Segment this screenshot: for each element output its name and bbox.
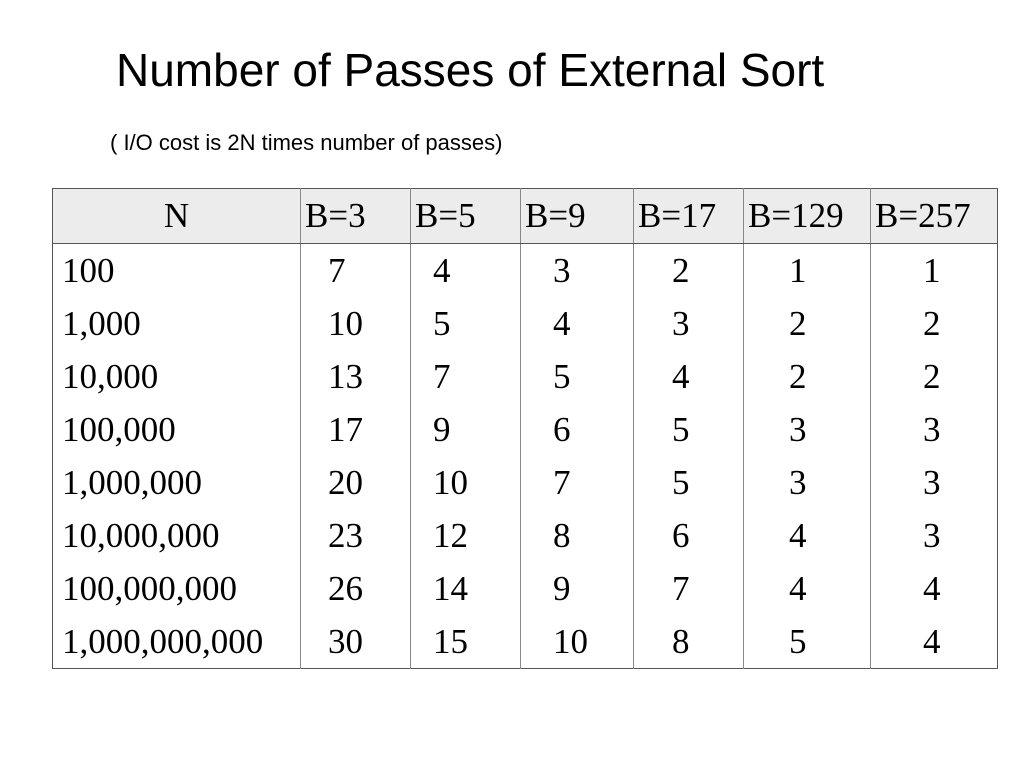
cell-n: 100,000,000 bbox=[52, 562, 301, 615]
cell-n: 1,000 bbox=[52, 297, 301, 350]
table-row: 1,000,000 20 10 7 5 3 3 bbox=[52, 456, 998, 509]
cell-b5: 5 bbox=[410, 297, 521, 350]
table-row: 100 7 4 3 2 1 1 bbox=[52, 243, 998, 297]
cell-b257: 2 bbox=[923, 357, 941, 396]
cell-b3: 30 bbox=[300, 615, 411, 669]
cell-b5: 7 bbox=[410, 350, 521, 403]
cell-b257: 4 bbox=[923, 622, 941, 661]
cell-b5: 12 bbox=[410, 509, 521, 562]
table-header: N B=3 B=5 B=9 B=17 B=129 B=257 bbox=[52, 188, 998, 244]
cell-n: 10,000,000 bbox=[52, 509, 301, 562]
table-row: 100,000 17 9 6 5 3 3 bbox=[52, 403, 998, 456]
slide-subtitle: ( I/O cost is 2N times number of passes) bbox=[110, 130, 503, 155]
cell-b129: 3 bbox=[743, 456, 871, 509]
cell-b257: 3 bbox=[923, 410, 941, 449]
table-row: 10,000 13 7 5 4 2 2 bbox=[52, 350, 998, 403]
cell-n: 100,000 bbox=[52, 403, 301, 456]
cell-n: 10,000 bbox=[52, 350, 301, 403]
cell-b9: 4 bbox=[520, 297, 634, 350]
cell-b17: 6 bbox=[633, 509, 744, 562]
cell-b3: 7 bbox=[300, 243, 411, 297]
cell-b257: 3 bbox=[923, 516, 941, 555]
slide-title: Number of Passes of External Sort bbox=[116, 44, 825, 96]
cell-b9: 10 bbox=[520, 615, 634, 669]
cell-b5: 15 bbox=[410, 615, 521, 669]
cell-b9: 5 bbox=[520, 350, 634, 403]
cell-b17: 8 bbox=[633, 615, 744, 669]
table-row: 10,000,000 23 12 8 6 4 3 bbox=[52, 509, 998, 562]
cell-b257: 2 bbox=[923, 304, 941, 343]
cell-b129: 3 bbox=[743, 403, 871, 456]
cell-b257: 1 bbox=[923, 251, 941, 290]
header-b5: B=5 bbox=[410, 188, 521, 244]
cell-b5: 14 bbox=[410, 562, 521, 615]
header-b257: B=257 bbox=[870, 188, 998, 244]
cell-b129: 5 bbox=[743, 615, 871, 669]
cell-b5: 9 bbox=[410, 403, 521, 456]
cell-n: 1,000,000,000 bbox=[52, 615, 301, 669]
header-b129: B=129 bbox=[743, 188, 871, 244]
cell-b3: 20 bbox=[300, 456, 411, 509]
cell-b3: 26 bbox=[300, 562, 411, 615]
cell-b17: 4 bbox=[633, 350, 744, 403]
cell-b5: 10 bbox=[410, 456, 521, 509]
table-row: 1,000,000,000 30 15 10 8 5 4 bbox=[52, 615, 998, 669]
cell-b17: 7 bbox=[633, 562, 744, 615]
cell-b3: 13 bbox=[300, 350, 411, 403]
cell-b257: 4 bbox=[923, 569, 941, 608]
passes-table: N B=3 B=5 B=9 B=17 B=129 B=257 100 7 4 3… bbox=[52, 188, 998, 669]
cell-b3: 17 bbox=[300, 403, 411, 456]
cell-b9: 7 bbox=[520, 456, 634, 509]
header-b17: B=17 bbox=[633, 188, 744, 244]
header-row: N B=3 B=5 B=9 B=17 B=129 B=257 bbox=[52, 188, 998, 244]
cell-b9: 6 bbox=[520, 403, 634, 456]
cell-b17: 5 bbox=[633, 403, 744, 456]
cell-b129: 2 bbox=[743, 297, 871, 350]
cell-b9: 3 bbox=[520, 243, 634, 297]
cell-b9: 8 bbox=[520, 509, 634, 562]
cell-b129: 4 bbox=[743, 509, 871, 562]
cell-b257: 3 bbox=[923, 463, 941, 502]
cell-b5: 4 bbox=[410, 243, 521, 297]
cell-b17: 2 bbox=[633, 243, 744, 297]
header-b9: B=9 bbox=[520, 188, 634, 244]
cell-b3: 10 bbox=[300, 297, 411, 350]
table-body: 100 7 4 3 2 1 1 1,000 10 5 4 3 2 2 10,00… bbox=[52, 243, 998, 669]
cell-b129: 1 bbox=[743, 243, 871, 297]
cell-b17: 5 bbox=[633, 456, 744, 509]
cell-b129: 4 bbox=[743, 562, 871, 615]
cell-b9: 9 bbox=[520, 562, 634, 615]
header-b3: B=3 bbox=[300, 188, 411, 244]
cell-b17: 3 bbox=[633, 297, 744, 350]
cell-b3: 23 bbox=[300, 509, 411, 562]
cell-n: 1,000,000 bbox=[52, 456, 301, 509]
cell-b129: 2 bbox=[743, 350, 871, 403]
table-row: 1,000 10 5 4 3 2 2 bbox=[52, 297, 998, 350]
cell-n: 100 bbox=[52, 243, 301, 297]
header-n: N bbox=[52, 188, 301, 244]
table-row: 100,000,000 26 14 9 7 4 4 bbox=[52, 562, 998, 615]
